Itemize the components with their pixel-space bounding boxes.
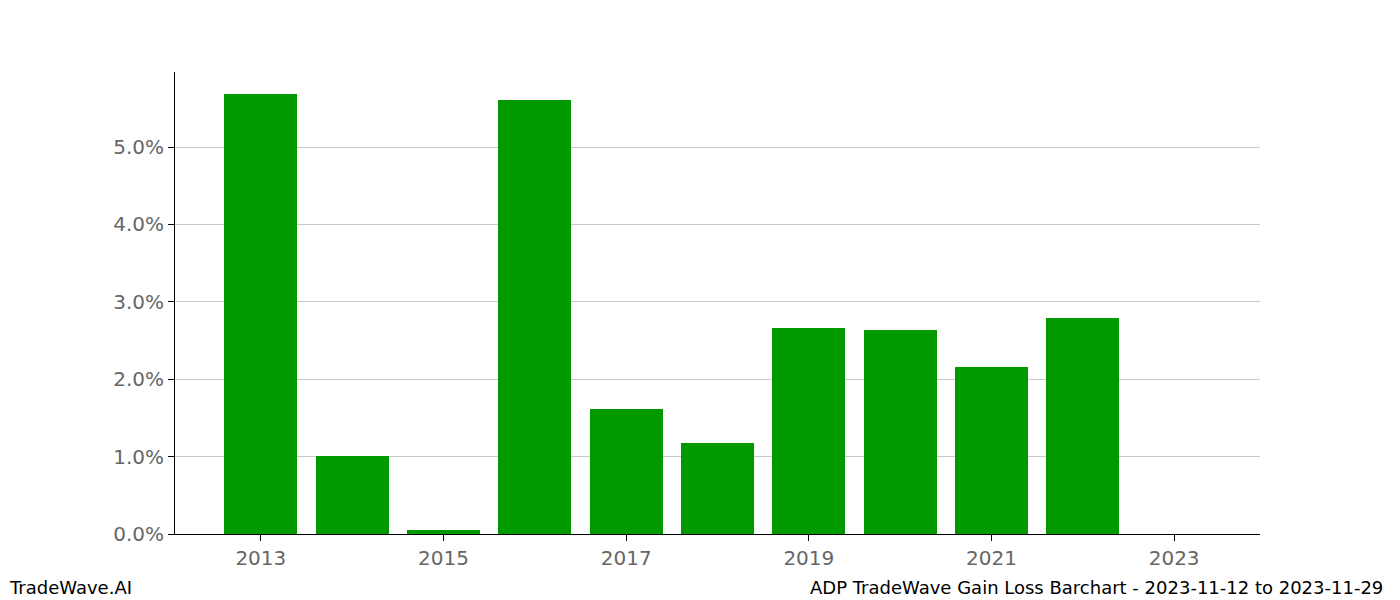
svg-text:0.0%: 0.0%: [113, 522, 164, 546]
svg-text:5.0%: 5.0%: [113, 135, 164, 159]
svg-text:3.0%: 3.0%: [113, 290, 164, 314]
svg-text:ADP TradeWave Gain Loss Barcha: ADP TradeWave Gain Loss Barchart - 2023-…: [810, 577, 1383, 598]
svg-text:2.0%: 2.0%: [113, 367, 164, 391]
svg-text:2013: 2013: [235, 546, 286, 570]
svg-text:2021: 2021: [966, 546, 1017, 570]
svg-text:2019: 2019: [783, 546, 834, 570]
svg-text:4.0%: 4.0%: [113, 212, 164, 236]
svg-text:1.0%: 1.0%: [113, 445, 164, 469]
svg-text:TradeWave.AI: TradeWave.AI: [9, 577, 132, 598]
svg-text:2023: 2023: [1149, 546, 1200, 570]
svg-text:2017: 2017: [601, 546, 652, 570]
svg-text:2015: 2015: [418, 546, 469, 570]
